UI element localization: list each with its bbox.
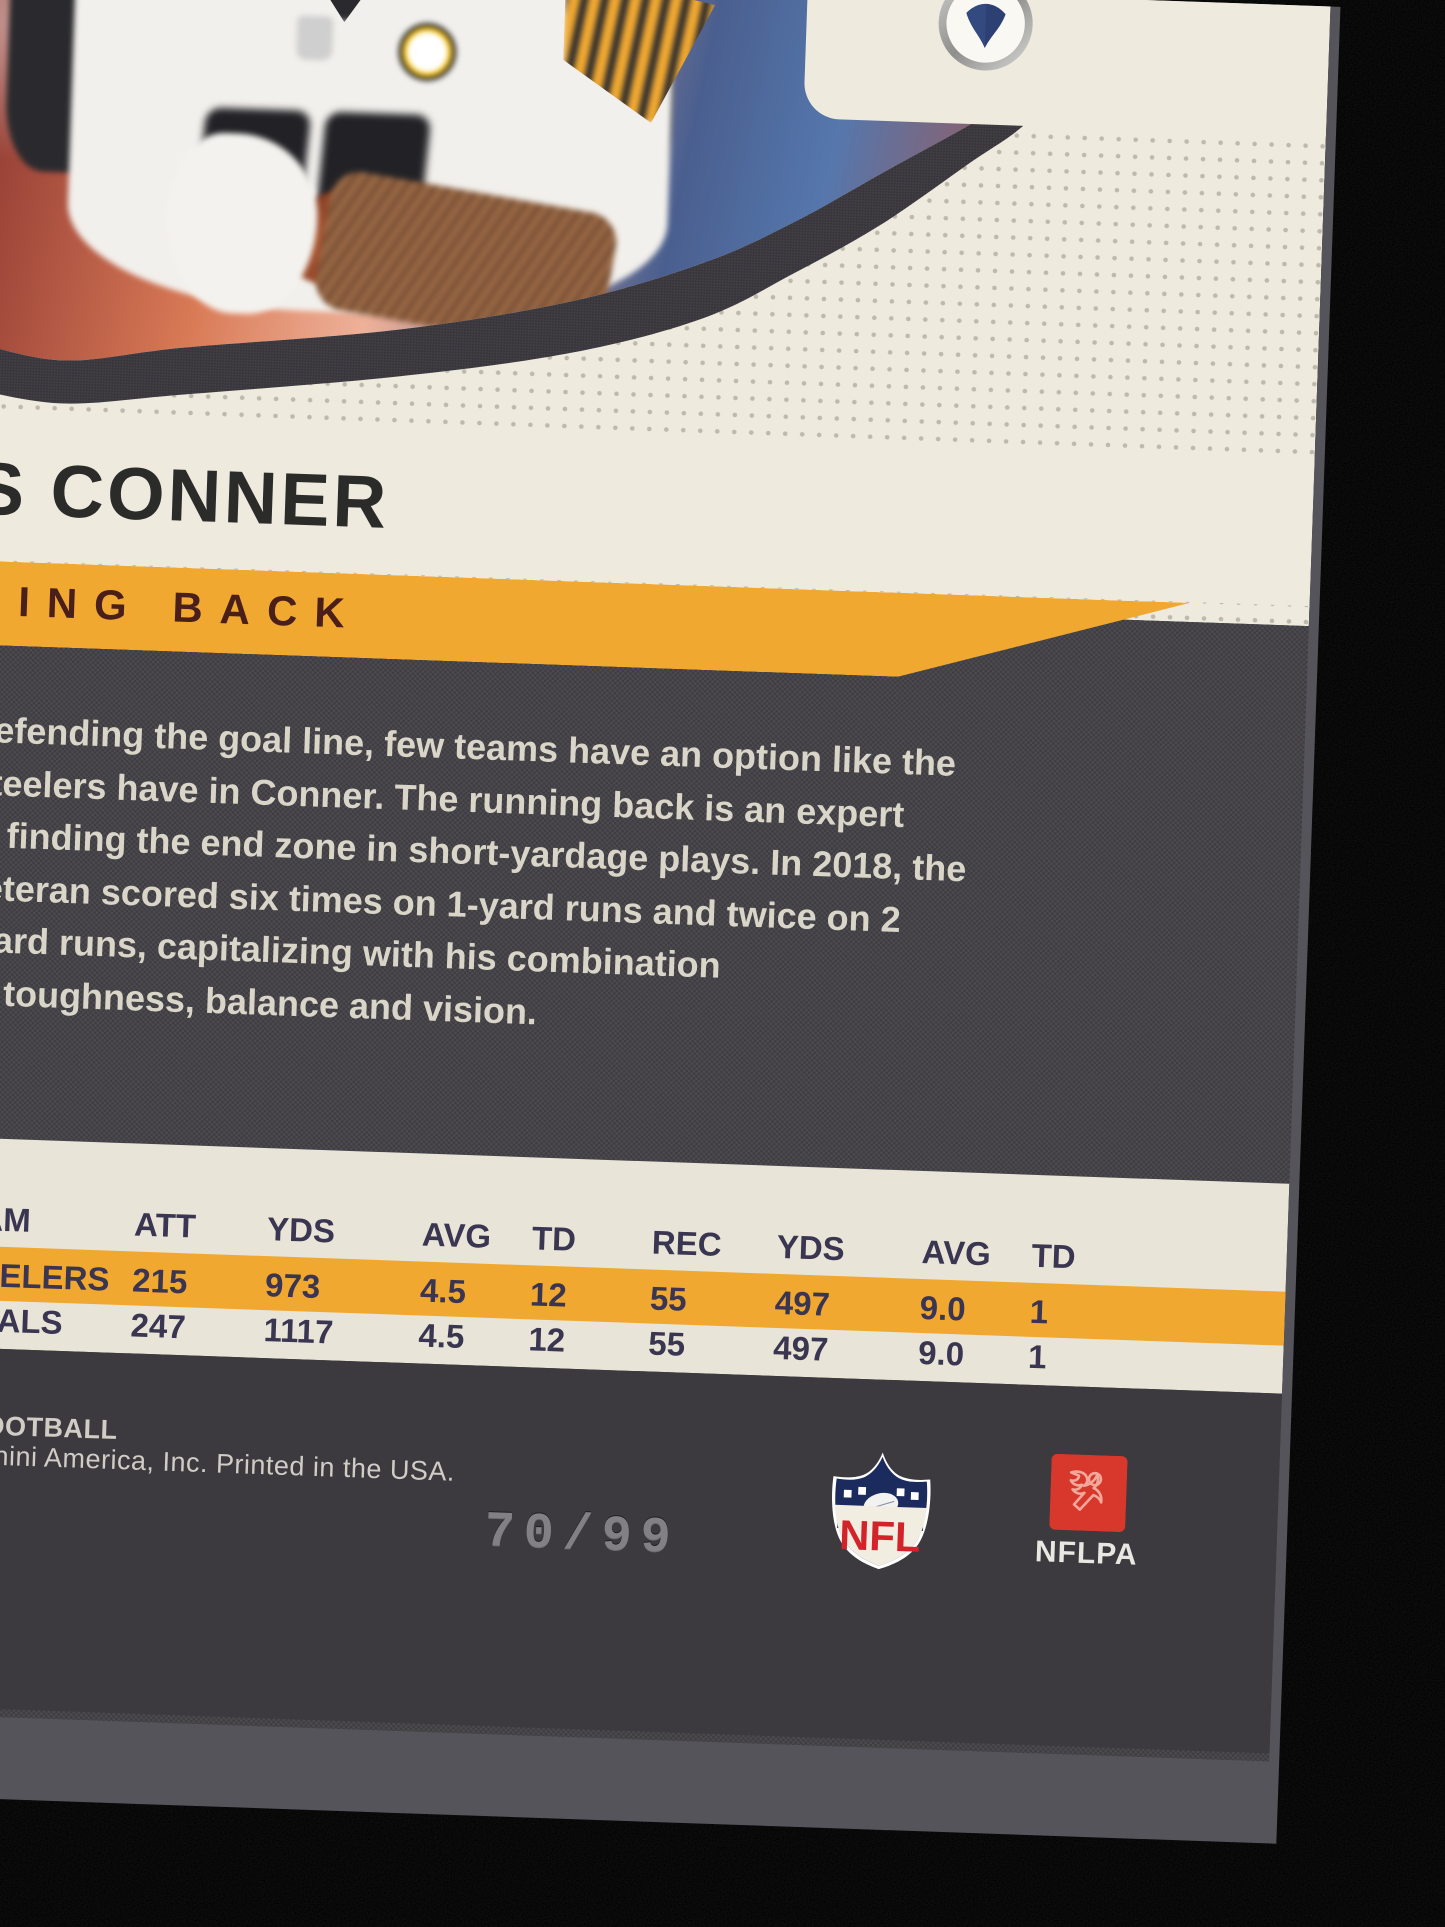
svg-text:NFL: NFL <box>838 1511 921 1561</box>
